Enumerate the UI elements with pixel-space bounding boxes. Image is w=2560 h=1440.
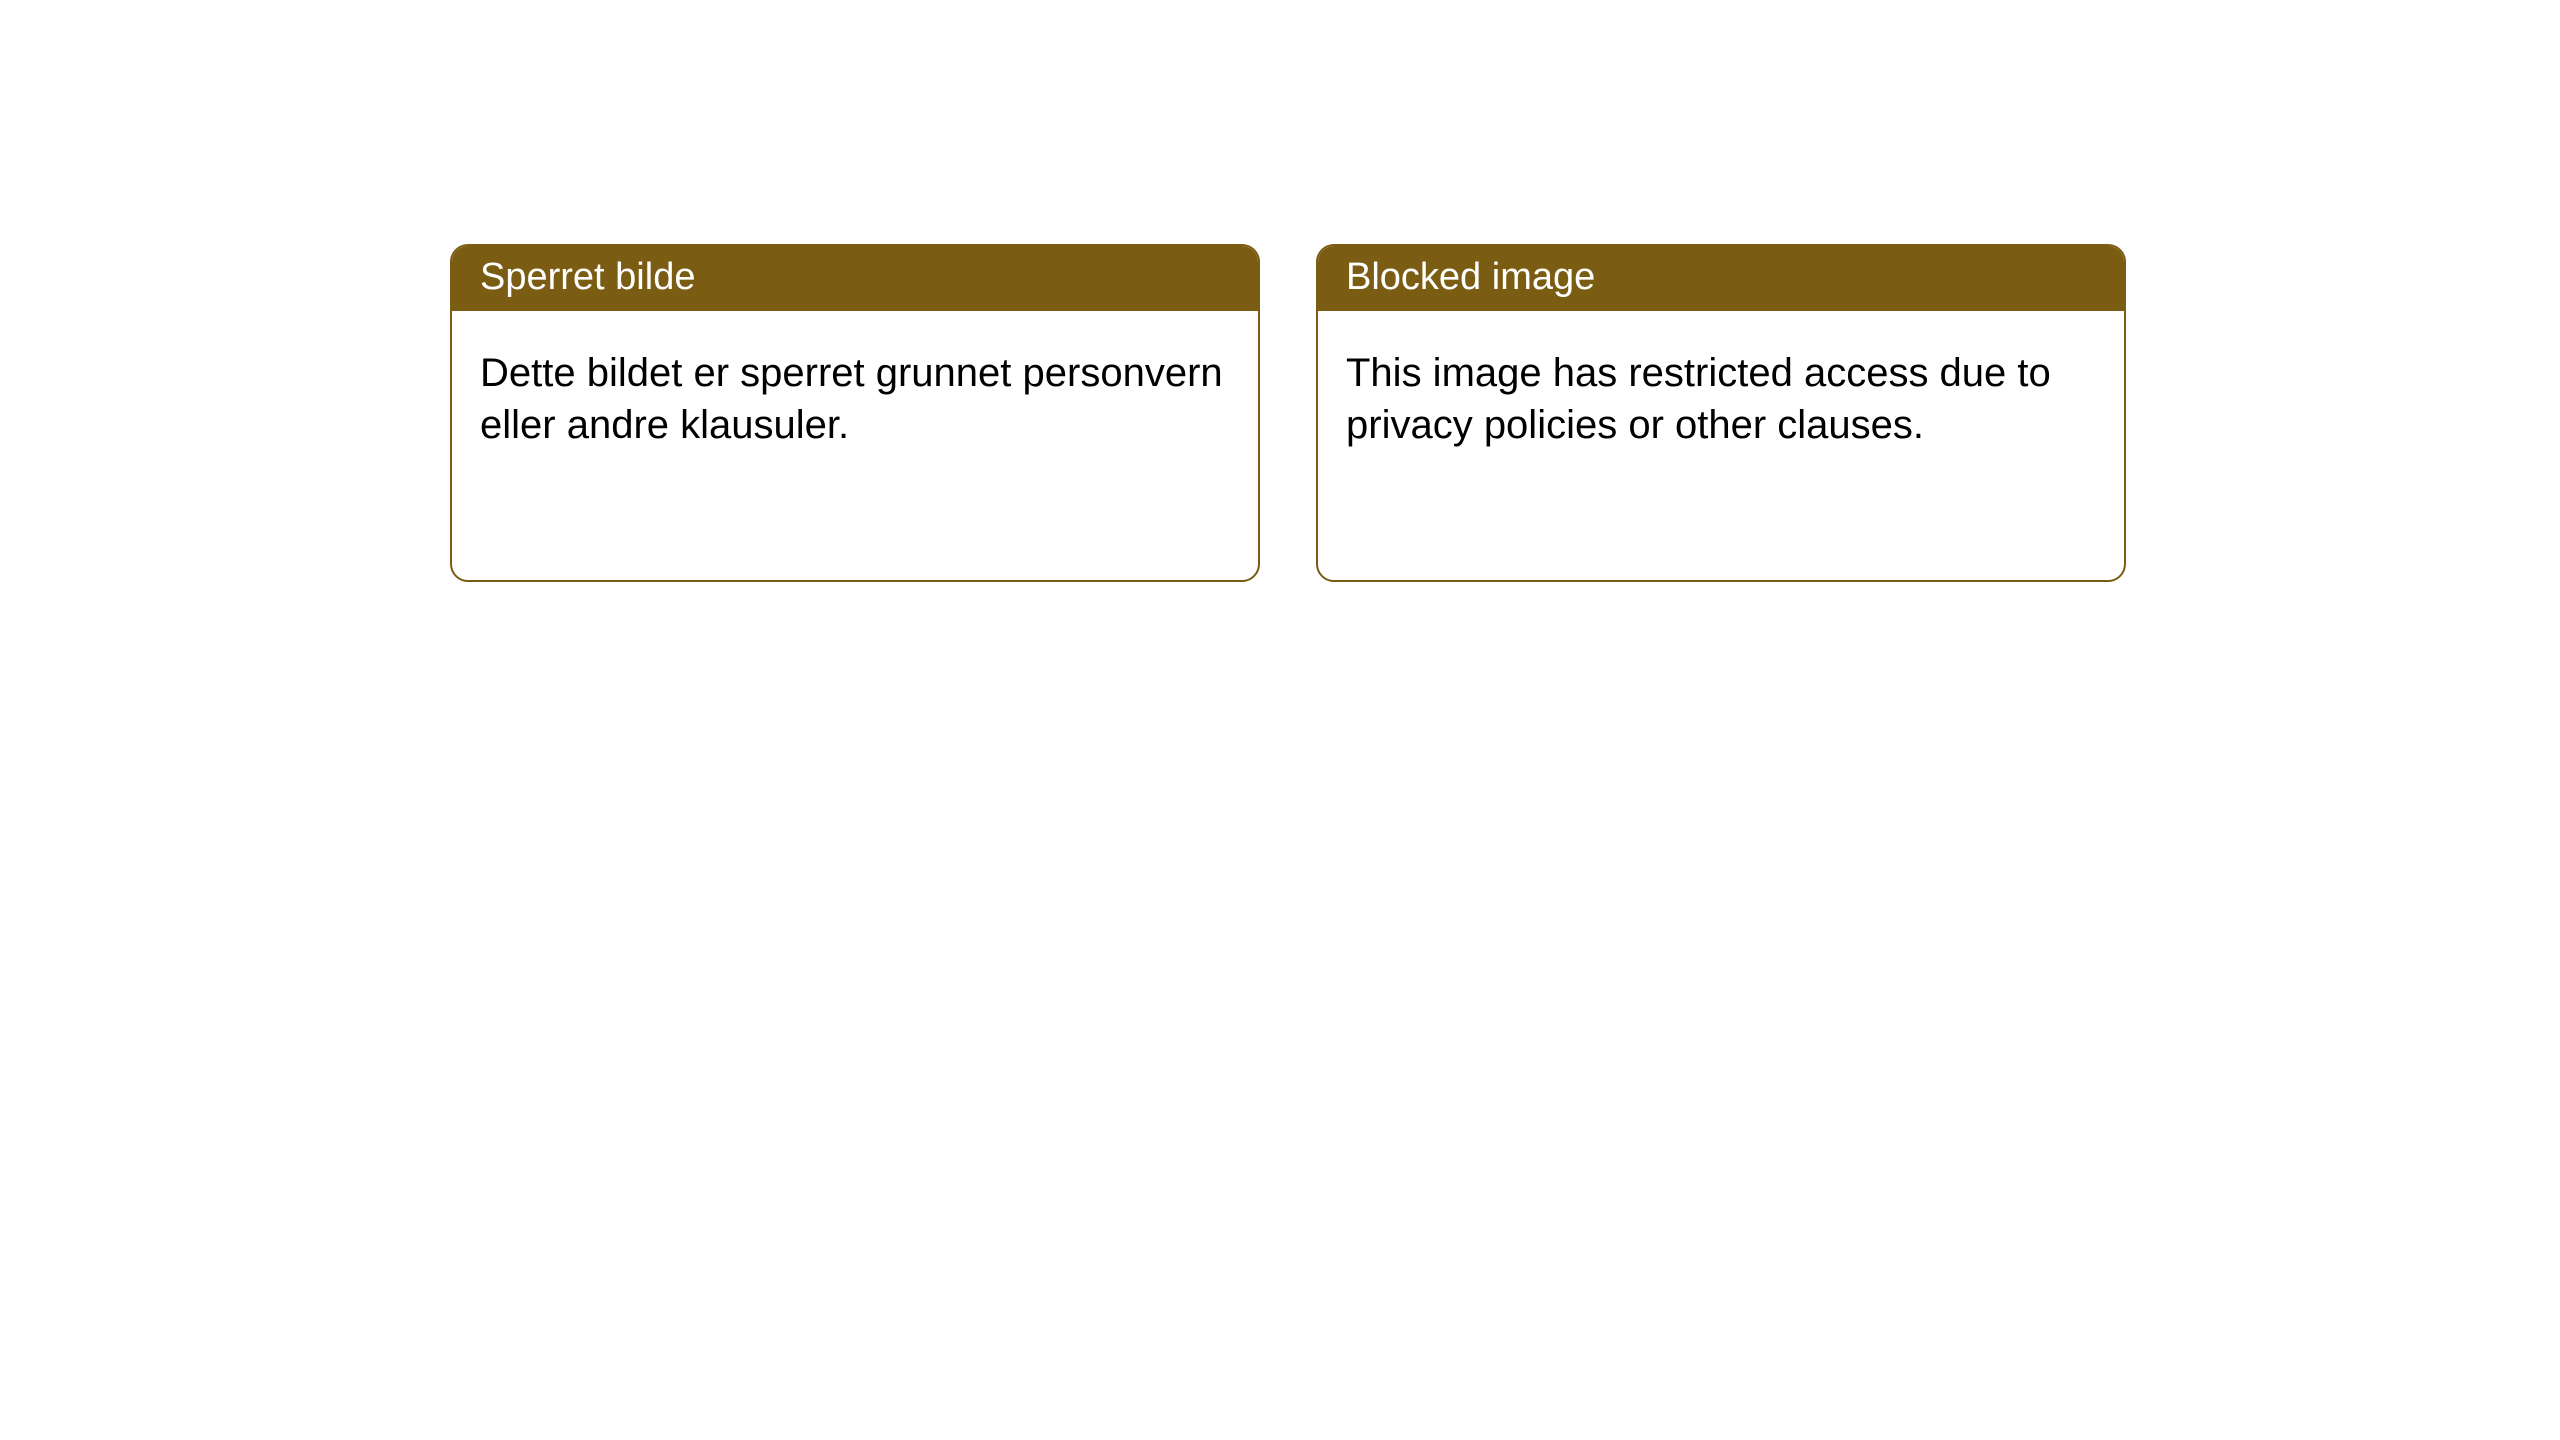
card-body: Dette bildet er sperret grunnet personve…	[452, 311, 1258, 487]
card-header: Blocked image	[1318, 246, 2124, 311]
card-body: This image has restricted access due to …	[1318, 311, 2124, 487]
card-body-text: Dette bildet er sperret grunnet personve…	[480, 351, 1223, 447]
cards-container: Sperret bilde Dette bildet er sperret gr…	[0, 0, 2560, 582]
card-header: Sperret bilde	[452, 246, 1258, 311]
blocked-image-card-en: Blocked image This image has restricted …	[1316, 244, 2126, 582]
card-body-text: This image has restricted access due to …	[1346, 351, 2051, 447]
blocked-image-card-no: Sperret bilde Dette bildet er sperret gr…	[450, 244, 1260, 582]
card-title: Blocked image	[1346, 256, 1595, 298]
card-title: Sperret bilde	[480, 256, 695, 298]
